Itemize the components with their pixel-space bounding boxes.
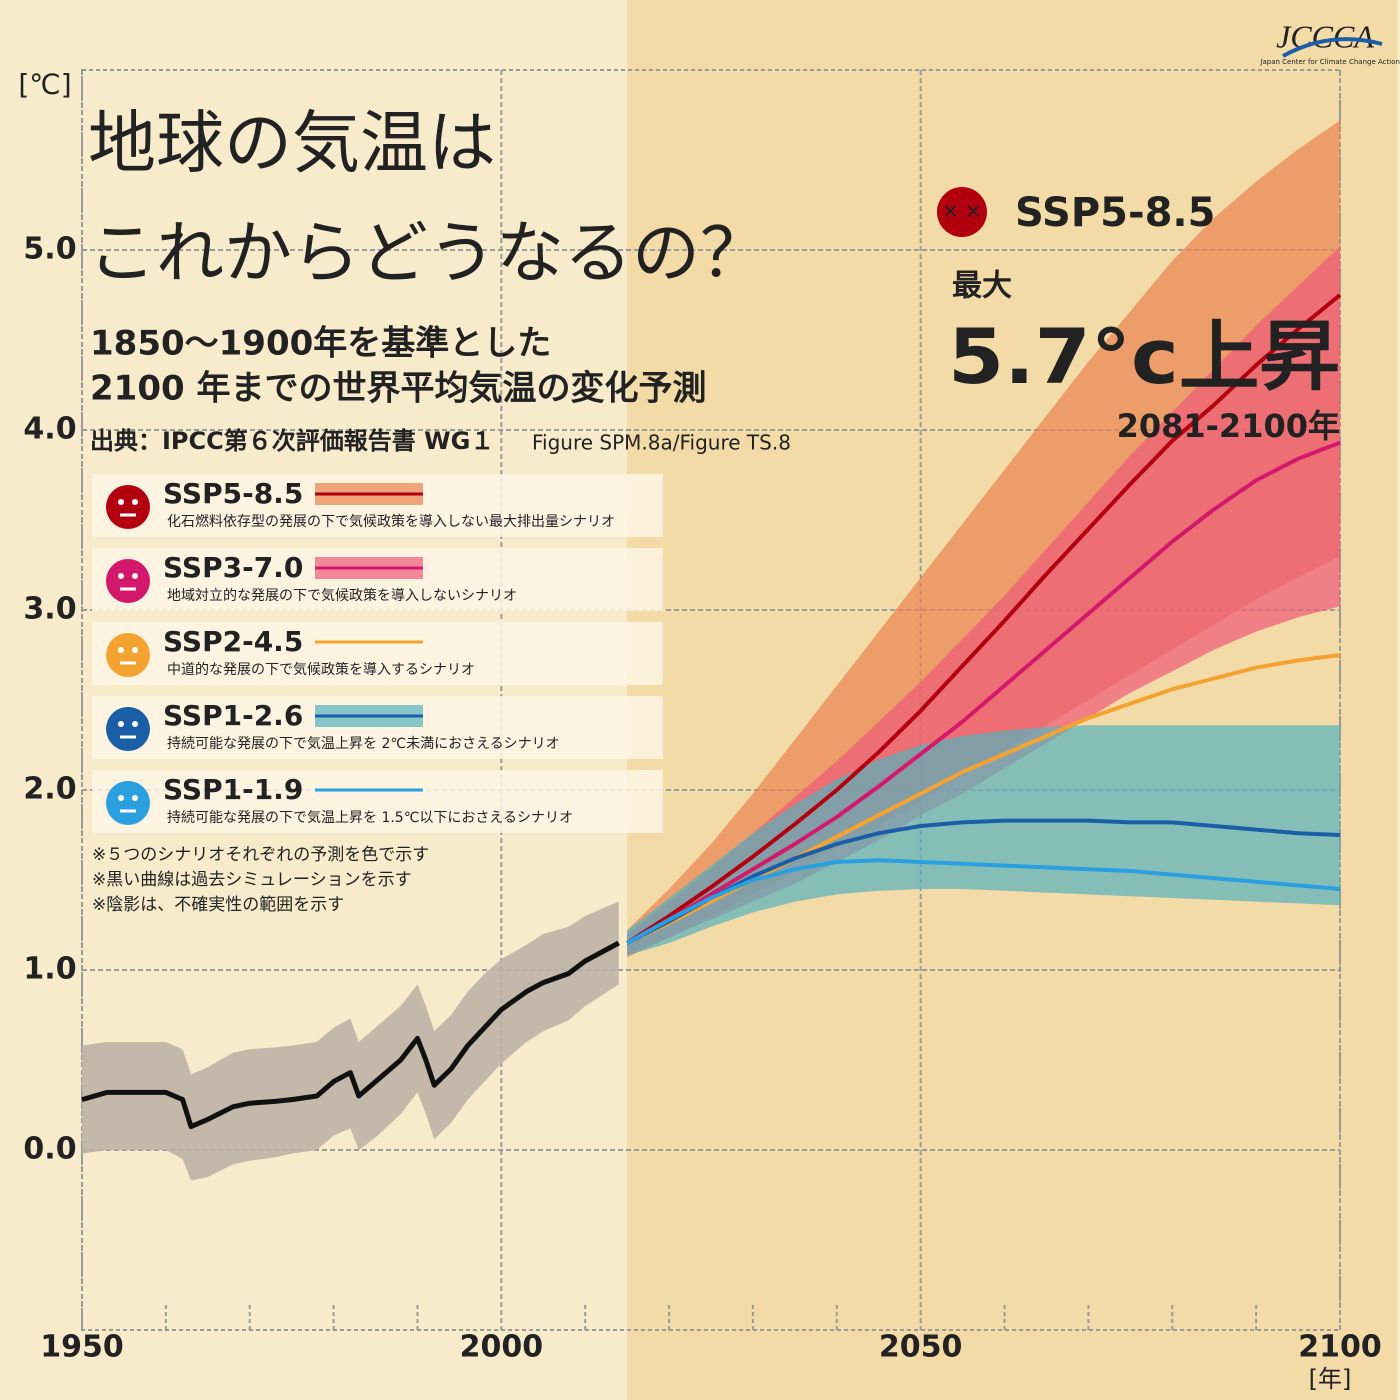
legend-box <box>92 770 663 833</box>
legend-description: 地域対立的な発展の下で気候政策を導入しないシナリオ <box>167 587 517 604</box>
logo-caption: Japan Center for Climate Change Actions <box>1259 58 1400 66</box>
legend-icon-eye <box>118 573 124 579</box>
legend-description: 持続可能な発展の下で気温上昇を 2℃未満におさえるシナリオ <box>167 735 560 752</box>
x-tick-label: 2000 <box>460 1330 544 1365</box>
legend-description: 化石燃料依存型の発展の下で気候政策を導入しない最大排出量シナリオ <box>167 513 615 530</box>
legend-name: SSP5-8.5 <box>163 477 303 510</box>
legend-icon <box>106 485 150 529</box>
y-tick-label: 4.0 <box>23 412 76 447</box>
title: これからどうなるの？ <box>88 215 768 294</box>
logo-swoosh <box>1282 37 1383 58</box>
legend-icon-eye <box>118 795 124 801</box>
legend-icon <box>106 781 150 825</box>
scenario-line <box>626 858 1341 945</box>
y-tick-label: 3.0 <box>23 592 76 627</box>
legend-icon-eye <box>118 499 124 505</box>
history-line <box>81 940 620 1130</box>
highlight-period: 2081-2100年 <box>1117 407 1340 445</box>
legend-icon <box>106 633 150 677</box>
legend-name: SSP1-2.6 <box>163 699 303 732</box>
title: 地球の気温は <box>88 105 496 184</box>
source-figure: Figure SPM.8a/Figure TS.8 <box>532 431 791 455</box>
legend-name: SSP2-4.5 <box>163 625 303 658</box>
legend-icon-eye <box>132 499 138 505</box>
note: ※５つのシナリオそれぞれの予測を色で示す <box>92 845 429 865</box>
x-tick-label: 1950 <box>40 1330 124 1365</box>
legend-icon-eye <box>118 647 124 653</box>
legend-icon-eye <box>132 721 138 727</box>
highlight-icon-face: × × <box>942 199 982 223</box>
legend-name: SSP1-1.9 <box>163 773 303 806</box>
source: 出典：IPCC第６次評価報告書 WG１ <box>90 427 494 455</box>
y-tick-label: 1.0 <box>23 952 76 987</box>
x-tick-label: 2100 <box>1298 1330 1382 1365</box>
scenario-band <box>627 120 1340 958</box>
highlight-scenario: SSP5-8.5 <box>1015 190 1215 236</box>
note: ※陰影は、不確実性の範囲を示す <box>92 895 344 915</box>
legend-icon-eye <box>132 647 138 653</box>
legend-description: 中道的な発展の下で気候政策を導入するシナリオ <box>167 661 475 678</box>
y-unit: [℃] <box>18 68 71 101</box>
plot-frame <box>81 69 1341 1331</box>
legend-description: 持続可能な発展の下で気温上昇を 1.5℃以下におさえるシナリオ <box>167 809 573 826</box>
y-tick-label: 2.0 <box>23 772 76 807</box>
x-unit: [年] <box>1309 1365 1352 1393</box>
highlight-icon <box>937 187 987 237</box>
legend-icon-eye <box>132 573 138 579</box>
legend-box <box>92 622 663 685</box>
y-tick-label: 0.0 <box>23 1132 76 1167</box>
scenario-band <box>627 246 1340 956</box>
scenario-line <box>626 440 1341 945</box>
legend-icon-eye <box>132 795 138 801</box>
highlight-label: 最大 <box>952 269 1012 304</box>
logo: JCCCA <box>1276 18 1374 54</box>
legend-icon-eye <box>118 721 124 727</box>
history-band <box>82 901 619 1181</box>
legend-icon <box>106 707 150 751</box>
scenario-line <box>626 818 1341 945</box>
legend-icon <box>106 559 150 603</box>
x-tick-label: 2050 <box>879 1330 963 1365</box>
y-tick-label: 5.0 <box>23 232 76 267</box>
scenario-band <box>627 725 1340 956</box>
legend-name: SSP3-7.0 <box>163 551 303 584</box>
scenario-line <box>626 293 1342 945</box>
subtitle: 2100 年までの世界平均気温の変化予測 <box>90 369 706 409</box>
note: ※黒い曲線は過去シミュレーションを示す <box>92 870 412 890</box>
subtitle: 1850～1900年を基準とした <box>90 324 551 364</box>
highlight-value: 5.7°c上昇 <box>948 312 1340 401</box>
